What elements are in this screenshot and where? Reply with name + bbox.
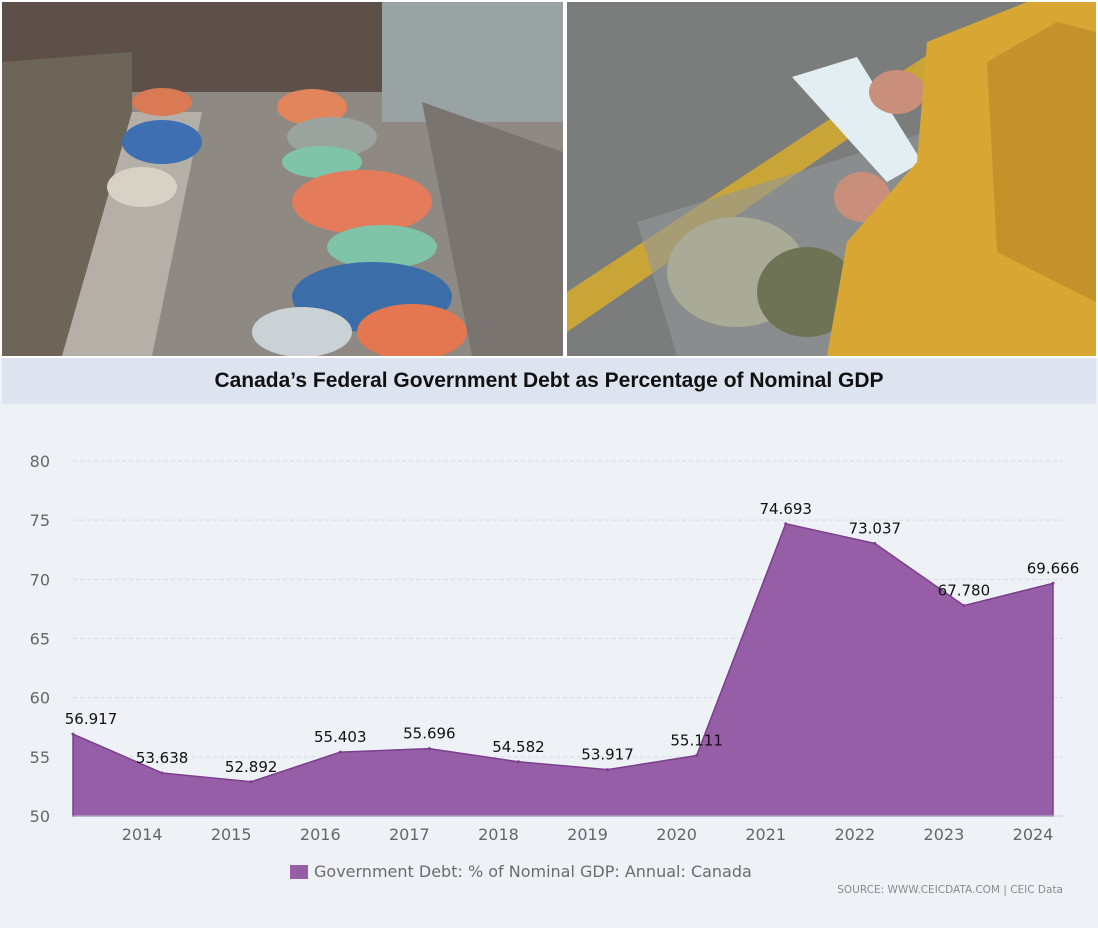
data-point bbox=[160, 771, 164, 775]
data-point bbox=[873, 541, 877, 545]
data-point bbox=[962, 604, 966, 608]
data-label: 55.403 bbox=[314, 728, 367, 746]
data-label: 55.696 bbox=[403, 725, 456, 743]
photo-homeless-encampment bbox=[2, 2, 563, 356]
x-tick-label: 2015 bbox=[211, 825, 252, 844]
data-label: 53.638 bbox=[136, 749, 189, 767]
data-label: 56.917 bbox=[65, 710, 118, 728]
x-tick-label: 2021 bbox=[745, 825, 786, 844]
x-tick-label: 2023 bbox=[924, 825, 965, 844]
chart-title-bar: Canada’s Federal Government Debt as Perc… bbox=[2, 358, 1096, 404]
photo-grocery-receipt bbox=[567, 2, 1096, 356]
grocery-photo-image bbox=[567, 2, 1096, 356]
y-tick-label: 60 bbox=[30, 689, 50, 708]
data-point bbox=[516, 760, 520, 764]
x-tick-label: 2016 bbox=[300, 825, 341, 844]
series-area bbox=[72, 522, 1054, 817]
data-point bbox=[784, 522, 788, 526]
data-point bbox=[427, 747, 431, 751]
chart-legend[interactable]: Government Debt: % of Nominal GDP: Annua… bbox=[290, 862, 752, 881]
data-point bbox=[695, 754, 699, 758]
data-point bbox=[606, 768, 610, 772]
x-tick-label: 2024 bbox=[1013, 825, 1054, 844]
x-tick-label: 2014 bbox=[122, 825, 163, 844]
data-point bbox=[338, 750, 342, 754]
source-credit: SOURCE: WWW.CEICDATA.COM | CEIC Data bbox=[837, 884, 1063, 896]
data-label: 73.037 bbox=[849, 519, 902, 537]
chart-plot: 56.917 53.638 52.892 55.403 55.696 54.582 53.9… bbox=[30, 452, 1080, 844]
x-tick-label: 2018 bbox=[478, 825, 519, 844]
y-tick-label: 80 bbox=[30, 452, 50, 471]
data-label: 74.693 bbox=[759, 500, 812, 518]
legend-label: Government Debt: % of Nominal GDP: Annua… bbox=[314, 862, 752, 881]
data-point bbox=[1051, 581, 1055, 585]
x-tick-label: 2020 bbox=[656, 825, 697, 844]
y-tick-label: 70 bbox=[30, 570, 50, 589]
legend-swatch bbox=[290, 864, 308, 879]
data-label: 55.111 bbox=[670, 732, 723, 750]
data-label: 52.892 bbox=[225, 758, 278, 776]
y-tick-label: 55 bbox=[30, 748, 50, 767]
y-tick-label: 65 bbox=[30, 630, 50, 649]
data-label: 69.666 bbox=[1027, 559, 1080, 577]
data-label: 54.582 bbox=[492, 738, 545, 756]
chart-panel: 56.917 53.638 52.892 55.403 55.696 54.582 53.9… bbox=[0, 358, 1098, 928]
x-tick-label: 2022 bbox=[834, 825, 875, 844]
data-label: 53.917 bbox=[581, 746, 634, 764]
encampment-photo-image bbox=[2, 2, 563, 356]
x-tick-label: 2017 bbox=[389, 825, 430, 844]
y-tick-label: 75 bbox=[30, 511, 50, 530]
data-label: 67.780 bbox=[938, 582, 991, 600]
x-tick-label: 2019 bbox=[567, 825, 608, 844]
chart-title: Canada’s Federal Government Debt as Perc… bbox=[214, 369, 884, 392]
data-point bbox=[249, 780, 253, 784]
data-point bbox=[71, 732, 75, 736]
y-tick-label: 50 bbox=[30, 807, 50, 826]
